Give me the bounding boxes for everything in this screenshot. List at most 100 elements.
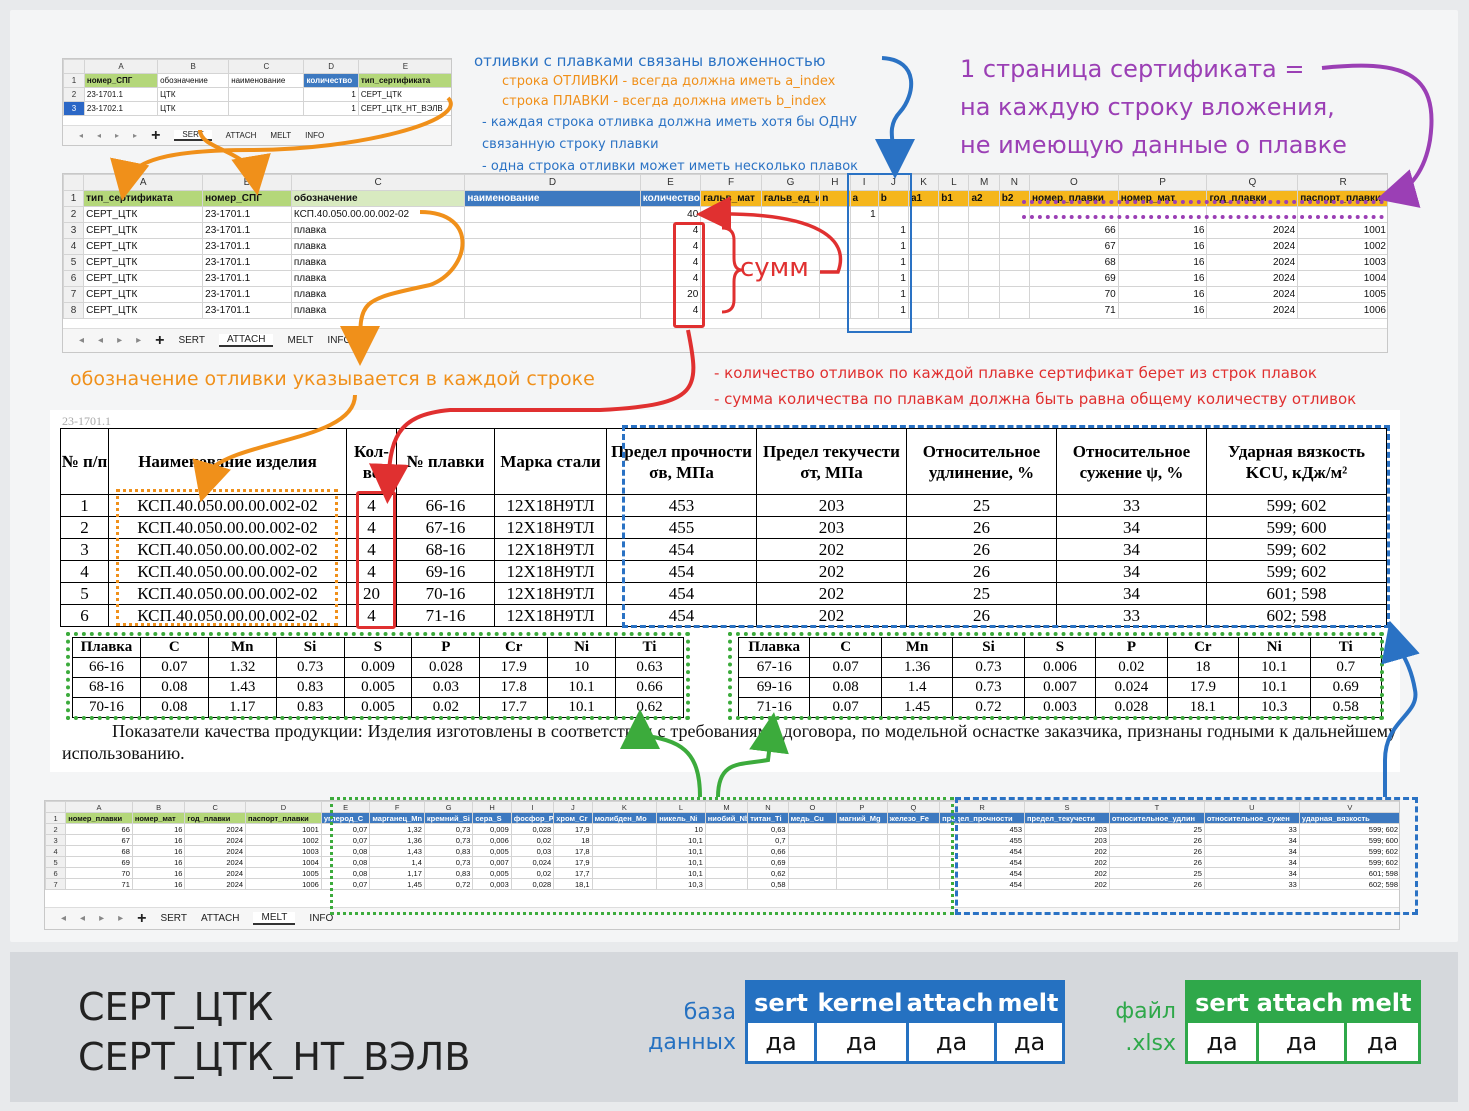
sheet-tab[interactable]: MELT [287, 335, 314, 346]
chem-header: Mn [880, 637, 954, 658]
sheet-tab[interactable]: SERT [174, 130, 212, 141]
column-letter: N [747, 801, 789, 813]
cell: 0.006 [1023, 657, 1097, 678]
tab-nav-icon[interactable]: ◂ [80, 913, 86, 924]
cell: 12Х18Н9ТЛ [494, 604, 607, 627]
tab-nav-icon[interactable]: ▸ [133, 131, 138, 140]
header-cell: молибден_Mo [591, 812, 658, 824]
cell: 12Х18Н9ТЛ [494, 516, 607, 539]
chem-header: Плавка [72, 637, 141, 658]
db-label-line: данных [648, 1030, 736, 1055]
tab-nav-icon[interactable]: ◂ [97, 131, 102, 140]
arrow-props [1381, 620, 1420, 797]
tab-nav-icon[interactable]: ◂ [61, 913, 67, 924]
quality-header: Относительное удлинение, % [906, 428, 1057, 495]
header-cell: a [849, 190, 879, 207]
storage-label: attach [1256, 989, 1344, 1017]
tab-nav-icon[interactable]: ▸ [118, 913, 124, 924]
sheet-tab[interactable]: ATTACH [218, 334, 274, 347]
tab-nav-icon[interactable]: ◂ [98, 335, 104, 346]
cell [464, 302, 641, 319]
column-letter: R [1297, 174, 1387, 191]
table-row: 3 КСП.40.050.00.00.002-02 4 68-16 12Х18Н9ТЛ 4… [60, 538, 1387, 561]
table-row: 3 23-1702.1 ЦТК 1 СЕРТ_ЦТК_НТ_ВЭЛВ [63, 101, 451, 116]
chem-left-highlight [66, 632, 690, 720]
sheet-tab[interactable]: INFO [327, 335, 352, 346]
row-number: 4 [63, 238, 85, 255]
cell: 0,07 [320, 878, 371, 890]
row-number: 7 [63, 286, 85, 303]
storage-value: да [1188, 1023, 1256, 1061]
sheet-tab[interactable]: SERT [178, 335, 205, 346]
arrow-sum [696, 196, 843, 274]
cell: 454 [606, 604, 757, 627]
db-label: база данных [636, 998, 736, 1058]
header-cell: количество [303, 73, 359, 88]
quality-header: № п/п [60, 428, 109, 495]
cell: КСП.40.050.00.00.002-02 [108, 538, 347, 561]
tab-nav-icon[interactable]: ▸ [117, 335, 123, 346]
tab-nav-icon[interactable]: ▸ [99, 913, 105, 924]
page-rule-line: не имеющую данные о плавке [960, 131, 1347, 159]
melt-chem-highlight [330, 797, 954, 915]
table-row: 68-16 0.08 1.43 0.83 0.005 0.03 17.8 10.1 0.66 [72, 677, 684, 698]
quality-header: Марка стали [494, 428, 607, 495]
table-row: 5 69 16 2024 1004 0,08 1,4 0,73 0,007 0,024 17,9 10… [45, 856, 1399, 868]
tab-nav-icon[interactable]: ◂ [79, 131, 84, 140]
table-row: 2 23-1701.1 ЦТК 1 СЕРТ_ЦТК [63, 87, 451, 102]
cell [760, 302, 821, 319]
cell: СЕРТ_ЦТК [83, 302, 204, 319]
sheet-tab[interactable]: ATTACH [200, 913, 240, 924]
storage-value: да [1259, 1023, 1344, 1061]
cell: 602; 598 [1206, 604, 1387, 627]
nesting-note: отливки с плавками связаны вложенностью … [474, 50, 894, 178]
cell: 0.83 [275, 677, 345, 698]
page-rule-line: 1 страница сертификата = [960, 55, 1305, 83]
sheet-tab[interactable]: ATTACH [225, 131, 257, 140]
sheet-tab[interactable]: SERT [160, 913, 187, 924]
nesting-title: отливки с плавками связаны вложенностью [474, 52, 826, 70]
cell: СЕРТ_ЦТК_НТ_ВЭЛВ [357, 101, 451, 116]
add-sheet-icon[interactable]: + [155, 331, 165, 349]
sheet-tab[interactable]: MELT [253, 912, 296, 925]
header-cell: наименование [464, 190, 641, 207]
sheet-tab[interactable]: INFO [309, 913, 334, 924]
table-row: 5 КСП.40.050.00.00.002-02 20 70-16 12Х18Н9ТЛ… [60, 582, 1387, 605]
cell: 0.08 [139, 677, 209, 698]
cell: СЕРТ_ЦТК [83, 238, 204, 255]
sheet-tabs: ◂ ◂ ▸ ▸ + SERT ATTACH MELT INFO [63, 328, 1387, 352]
qty-highlight [673, 222, 705, 328]
column-letter: G [760, 174, 821, 191]
cell: 202 [756, 604, 907, 627]
file-label: файл .xlsx [1100, 996, 1176, 1060]
add-sheet-icon[interactable]: + [151, 126, 161, 144]
sheet-tab[interactable]: INFO [305, 131, 325, 140]
row-number: 2 [63, 87, 85, 102]
table-row: 5 СЕРТ_ЦТК 23-1701.1 плавка 4 1 68 16 2024 1003 [63, 254, 1387, 271]
chem-header: Cr [1166, 637, 1240, 658]
storage-value: да [817, 1023, 906, 1061]
tab-nav-icon[interactable]: ▸ [115, 131, 120, 140]
tab-nav-icon[interactable]: ▸ [136, 335, 142, 346]
column-letter: P [1117, 174, 1208, 191]
sheet-tab[interactable]: MELT [270, 131, 292, 140]
doc-number: 23-1701.1 [62, 414, 111, 428]
table-row: 2 КСП.40.050.00.00.002-02 4 67-16 12Х18Н9ТЛ 4… [60, 516, 1387, 539]
row-number: 2 [63, 206, 85, 223]
add-sheet-icon[interactable]: + [137, 909, 147, 927]
cell: 18,1 [553, 878, 593, 890]
cell: 0.007 [1023, 677, 1097, 698]
cell: КСП.40.050.00.00.002-02 [108, 582, 347, 605]
db-flags: sert kernel attach melt да да да да [745, 980, 1065, 1064]
storage-label: sert [754, 989, 808, 1017]
tab-nav-icon[interactable]: ◂ [79, 335, 85, 346]
cell: 1006 [1297, 302, 1387, 319]
cell: 68-16 [72, 677, 141, 698]
cert-types: СЕРТ_ЦТК СЕРТ_ЦТК_НТ_ВЭЛВ [78, 982, 470, 1082]
storage-label: sert [1195, 989, 1249, 1017]
cell: 454 [606, 538, 757, 561]
table-row: 7 71 16 2024 1006 0,07 1,45 0,72 0,003 0,028 18,1 1… [45, 878, 1399, 890]
table-row: 67-16 0.07 1.36 0.73 0.006 0.02 18 10.1 0.7 [737, 657, 1382, 678]
cell: 0.028 [1095, 697, 1168, 718]
cell: 1.32 [207, 657, 277, 678]
